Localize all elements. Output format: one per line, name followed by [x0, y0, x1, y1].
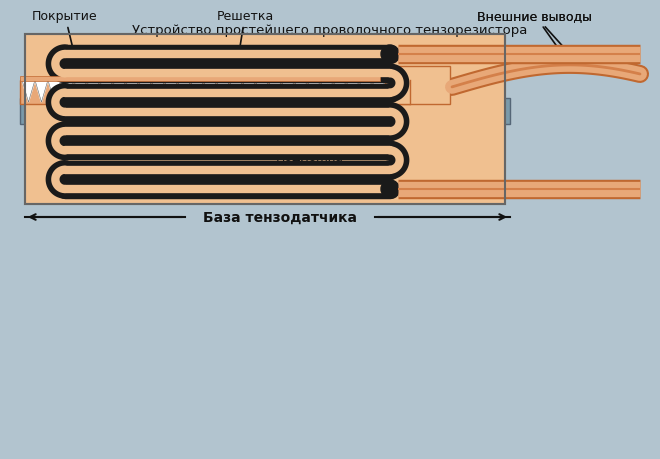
- Polygon shape: [100, 81, 113, 103]
- Polygon shape: [307, 81, 320, 103]
- Polygon shape: [230, 81, 242, 103]
- Text: Решетка: Решетка: [216, 10, 274, 74]
- Circle shape: [381, 180, 399, 199]
- Bar: [25, 35, 505, 205]
- Polygon shape: [203, 81, 216, 103]
- Polygon shape: [346, 81, 359, 103]
- Polygon shape: [255, 81, 269, 103]
- Polygon shape: [87, 81, 100, 103]
- Polygon shape: [22, 81, 35, 103]
- Polygon shape: [333, 81, 346, 103]
- Circle shape: [381, 46, 399, 64]
- Polygon shape: [125, 81, 139, 103]
- Bar: [25, 35, 505, 205]
- Polygon shape: [191, 81, 203, 103]
- Text: Покрытие: Покрытие: [32, 10, 98, 74]
- Polygon shape: [48, 81, 61, 103]
- Text: Внешние выводы: Внешние выводы: [477, 10, 593, 63]
- Polygon shape: [164, 81, 178, 103]
- Polygon shape: [359, 81, 372, 103]
- Polygon shape: [152, 81, 164, 103]
- Polygon shape: [242, 81, 255, 103]
- Text: Подложка: Подложка: [276, 129, 344, 162]
- Polygon shape: [178, 81, 191, 103]
- Polygon shape: [61, 81, 74, 103]
- Polygon shape: [216, 81, 230, 103]
- Bar: [20, 77, 380, 82]
- Polygon shape: [294, 81, 307, 103]
- Bar: [20, 81, 410, 105]
- Bar: [385, 67, 450, 105]
- Polygon shape: [139, 81, 152, 103]
- Text: Устройство простейшего проволочного тензорезистора: Устройство простейшего проволочного тенз…: [132, 23, 528, 36]
- Text: База тензодатчика: База тензодатчика: [203, 211, 357, 224]
- Polygon shape: [269, 81, 281, 103]
- Polygon shape: [74, 81, 87, 103]
- Polygon shape: [281, 81, 294, 103]
- Polygon shape: [320, 81, 333, 103]
- Polygon shape: [35, 81, 48, 103]
- Text: Внешние выводы: Внешние выводы: [477, 10, 593, 62]
- Polygon shape: [113, 81, 125, 103]
- Polygon shape: [372, 81, 385, 103]
- Bar: [20, 99, 510, 125]
